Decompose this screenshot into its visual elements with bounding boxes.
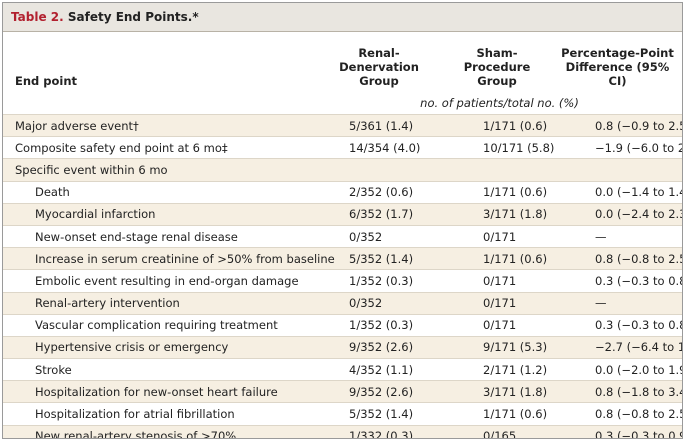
cell: −1.9 (−6.0 to 2.2) xyxy=(551,136,682,159)
table-row: Major adverse event† 5/361 (1.4) 1/171 (0.… xyxy=(3,113,682,137)
cell: 2/171 (1.2) xyxy=(443,358,551,381)
cell: 0/171 xyxy=(443,291,551,315)
cell: 0.8 (−1.8 to 3.4) xyxy=(551,380,682,403)
end-point: Hospitalization for new-onset heart fail… xyxy=(3,380,315,403)
end-point: Myocardial infarction xyxy=(3,202,315,226)
column-header: End point xyxy=(15,74,78,88)
cell: 3/171 (1.8) xyxy=(443,202,551,226)
cell: 0/352 xyxy=(315,224,443,248)
table-row: New renal-artery stenosis of >70% 1/332 (… xyxy=(3,424,682,438)
cell xyxy=(315,158,682,182)
cell: 0.8 (−0.8 to 2.5) xyxy=(551,402,682,426)
cell: 4/352 (1.1) xyxy=(315,358,443,381)
end-point: Increase in serum creatinine of >50% fro… xyxy=(3,247,335,270)
cell: 1/352 (0.3) xyxy=(315,313,443,337)
column-header: Renal-Denervation Group xyxy=(339,46,419,88)
title-bar: Table 2. Safety End Points.* xyxy=(3,3,682,32)
cell: 0.0 (−2.0 to 1.9) xyxy=(551,358,682,381)
table-row: Increase in serum creatinine of >50% fro… xyxy=(3,247,682,270)
cell: 0/165 xyxy=(443,424,551,438)
table-frame: Table 2. Safety End Points.* End point Re… xyxy=(2,2,683,439)
table-row: Vascular complication requiring treatmen… xyxy=(3,313,682,337)
unit-row: no. of patients/total no. (%) xyxy=(3,92,682,115)
end-point: Stroke xyxy=(3,358,315,381)
table-row: Hospitalization for atrial fibrillation 5… xyxy=(3,402,682,426)
table-row: Hypertensive crisis or emergency 9/352 (2… xyxy=(3,335,682,359)
column-header: Percentage-Point Difference (95% CI) xyxy=(561,46,674,88)
table-head: End point Renal-Denervation Group Sham-Pro… xyxy=(3,32,682,92)
end-point: Major adverse event† xyxy=(3,113,315,137)
cell: 5/352 (1.4) xyxy=(315,402,443,426)
cell: 0/352 xyxy=(315,291,443,315)
cell: 1/332 (0.3) xyxy=(315,424,443,438)
end-point: Hypertensive crisis or emergency xyxy=(3,335,315,359)
table-body: no. of patients/total no. (%) Major adver… xyxy=(3,92,682,438)
cell: 1/171 (0.6) xyxy=(443,113,551,137)
cell: 1/352 (0.3) xyxy=(315,269,443,292)
cell: 1/171 (0.6) xyxy=(443,180,551,204)
table-row: Embolic event resulting in end-organ dam… xyxy=(3,269,682,292)
table-row: Myocardial infarction 6/352 (1.7) 3/171 (1… xyxy=(3,202,682,226)
end-point: Renal-artery intervention xyxy=(3,291,315,315)
cell: — xyxy=(551,224,682,248)
cell: 0/171 xyxy=(443,313,551,337)
header-row: End point Renal-Denervation Group Sham-Pro… xyxy=(3,32,682,92)
cell: 0.8 (−0.8 to 2.5) xyxy=(551,247,682,270)
group-label: Specific event within 6 mo xyxy=(3,158,315,182)
group-row: Specific event within 6 mo xyxy=(3,158,682,182)
table-row: Stroke 4/352 (1.1) 2/171 (1.2) 0.0 (−2.0 to… xyxy=(3,358,682,381)
end-point: Composite safety end point at 6 mo‡ xyxy=(3,136,315,159)
table-title: Safety End Points.* xyxy=(67,10,199,24)
cell: 9/171 (5.3) xyxy=(443,335,551,359)
cell: — xyxy=(551,291,682,315)
end-point: New-onset end-stage renal disease xyxy=(3,224,315,248)
cell: 0/171 xyxy=(443,224,551,248)
end-point: Embolic event resulting in end-organ dam… xyxy=(3,269,315,292)
cell: 5/361 (1.4) xyxy=(315,113,443,137)
cell: 0/171 xyxy=(443,269,551,292)
cell: 0.0 (−1.4 to 1.4) xyxy=(551,180,682,204)
end-point: Death xyxy=(3,180,315,204)
end-point: Hospitalization for atrial fibrillation xyxy=(3,402,315,426)
table-row: Death 2/352 (0.6) 1/171 (0.6) 0.0 (−1.4 to … xyxy=(3,180,682,204)
end-point: New renal-artery stenosis of >70% xyxy=(3,424,315,438)
cell: 2/352 (0.6) xyxy=(315,180,443,204)
cell: 0.3 (−0.3 to 0.8) xyxy=(551,269,682,292)
unit-note: no. of patients/total no. (%) xyxy=(420,96,579,110)
table-row: Composite safety end point at 6 mo‡ 14/35… xyxy=(3,136,682,159)
table-label: Table 2. xyxy=(11,10,64,24)
cell: 1/171 (0.6) xyxy=(443,402,551,426)
end-point: Vascular complication requiring treatmen… xyxy=(3,313,315,337)
cell: 10/171 (5.8) xyxy=(443,136,554,159)
table-row: Hospitalization for new-onset heart fail… xyxy=(3,380,682,403)
cell: 9/352 (2.6) xyxy=(315,335,443,359)
cell: 0.3 (−0.3 to 0.8) xyxy=(551,313,682,337)
column-header: Sham-Procedure Group xyxy=(463,46,531,88)
table: End point Renal-Denervation Group Sham-Pro… xyxy=(3,32,682,438)
cell: 14/354 (4.0) xyxy=(315,136,443,159)
cell: 1/171 (0.6) xyxy=(443,247,551,270)
cell: 0.0 (−2.4 to 2.3) xyxy=(551,202,682,226)
table-row: Renal-artery intervention 0/352 0/171— xyxy=(3,291,682,315)
spacer-cell xyxy=(3,92,315,115)
cell: 0.3 (−0.3 to 0.9) xyxy=(551,424,682,438)
cell: 3/171 (1.8) xyxy=(443,380,551,403)
cell: 0.8 (−0.9 to 2.5) xyxy=(551,113,682,137)
cell: 5/352 (1.4) xyxy=(315,247,443,270)
cell: −2.7 (−6.4 to 1.0) xyxy=(551,335,682,359)
table-row: New-onset end-stage renal disease 0/352 0/… xyxy=(3,224,682,248)
cell: 9/352 (2.6) xyxy=(315,380,443,403)
cell: 6/352 (1.7) xyxy=(315,202,443,226)
